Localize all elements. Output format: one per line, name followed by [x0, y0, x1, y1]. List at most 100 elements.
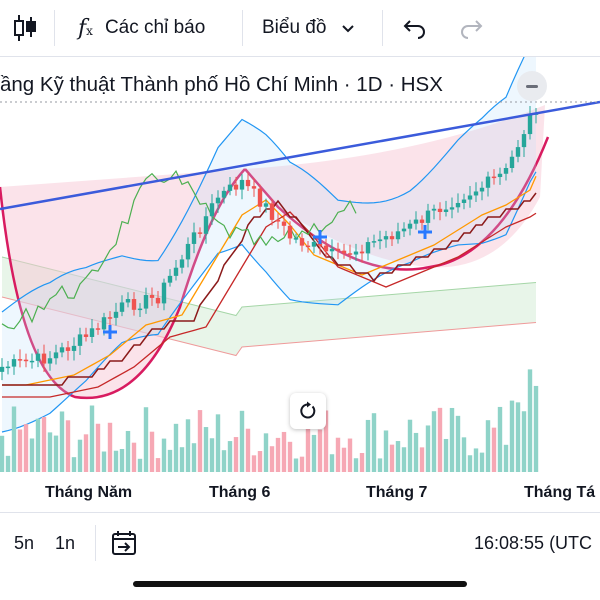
volume-bar — [353, 458, 359, 472]
candle-body — [233, 184, 239, 190]
volume-bar — [155, 458, 161, 472]
candle-body — [209, 203, 215, 217]
volume-bar — [341, 447, 347, 472]
candle-body — [173, 267, 179, 276]
indicators-label: Các chỉ báo — [104, 17, 206, 38]
indicators-button[interactable]: fx Các chỉ báo — [78, 0, 205, 56]
resistance-trendline — [0, 100, 600, 211]
volume-bar — [533, 385, 539, 472]
candle-body — [95, 328, 101, 330]
candle-body — [125, 299, 131, 303]
candle-body — [89, 328, 95, 337]
candle-body — [341, 250, 347, 254]
volume-bar — [167, 449, 173, 472]
candlestick-icon[interactable] — [12, 0, 38, 56]
candle-body — [515, 147, 521, 157]
candle-body — [329, 248, 335, 252]
volume-bar — [209, 438, 215, 472]
top-toolbar: fx Các chỉ báo Biểu đồ — [0, 0, 600, 57]
candle-body — [467, 195, 473, 200]
candle-body — [293, 238, 299, 240]
candle-body — [413, 219, 419, 224]
candle-body — [185, 243, 191, 260]
volume-bar — [263, 433, 269, 472]
candle-body — [461, 199, 467, 203]
candle-body — [29, 360, 35, 363]
volume-bar — [407, 419, 413, 472]
candle-body — [47, 358, 53, 364]
candle-body — [17, 359, 23, 361]
collapse-legend-button[interactable] — [517, 71, 547, 101]
toolbar-divider — [242, 10, 243, 46]
volume-bar — [107, 422, 113, 472]
candle-body — [377, 239, 383, 242]
volume-bar — [413, 432, 419, 472]
volume-bar — [0, 435, 5, 472]
volume-bar — [467, 455, 473, 472]
candle-body — [389, 236, 395, 240]
candle-body — [35, 353, 41, 361]
volume-bar — [389, 444, 395, 472]
candle-body — [371, 241, 377, 243]
volume-bar — [131, 442, 137, 472]
volume-bar — [347, 438, 353, 472]
volume-bar — [287, 441, 293, 472]
undo-icon — [403, 20, 425, 39]
candle-body — [131, 299, 137, 310]
volume-bar — [437, 407, 443, 472]
volume-bar — [29, 438, 35, 472]
volume-bar — [371, 413, 377, 472]
candle-body — [71, 345, 77, 351]
candle-body — [83, 334, 89, 337]
volume-bar — [95, 423, 101, 472]
volume-bar — [461, 437, 467, 472]
go-to-date-button[interactable] — [110, 529, 138, 562]
candle-body — [0, 366, 5, 372]
volume-bar — [113, 450, 119, 472]
range-5d-button[interactable]: 5n — [14, 533, 35, 553]
candle-body — [113, 311, 119, 318]
candle-body — [335, 248, 341, 251]
volume-bar — [77, 439, 83, 472]
range-1m-button[interactable]: 1n — [55, 533, 76, 553]
candle-body — [425, 210, 431, 223]
volume-bar — [125, 430, 131, 472]
volume-bar — [497, 406, 503, 472]
undo-button[interactable] — [402, 0, 428, 56]
volume-bar — [143, 407, 149, 472]
signal-cross-marker — [103, 325, 117, 339]
chart-area[interactable]: ầng Kỹ thuật Thành phố Hồ Chí Minh · 1D … — [0, 57, 600, 512]
volume-bar — [233, 437, 239, 472]
volume-bar — [5, 455, 11, 472]
reset-chart-button[interactable] — [290, 393, 326, 429]
month-label: Tháng 6 — [209, 484, 271, 501]
redo-button[interactable] — [458, 0, 484, 56]
candle-body — [101, 317, 107, 330]
volume-bar — [71, 457, 77, 472]
redo-icon — [461, 20, 483, 39]
clock-timezone[interactable]: 16:08:55 (UTC — [474, 533, 593, 553]
ema-fast-line — [2, 175, 537, 386]
price-chart[interactable] — [0, 57, 600, 472]
candle-body — [437, 208, 443, 212]
candle-body — [365, 242, 371, 254]
volume-bar — [275, 437, 281, 472]
volume-bar — [305, 419, 311, 472]
candle-body — [431, 208, 437, 211]
volume-bar — [419, 447, 425, 472]
candle-body — [263, 203, 269, 207]
volume-bar — [473, 448, 479, 472]
candle-body — [401, 228, 407, 232]
volume-bar — [41, 416, 47, 472]
bollinger-upper — [1, 57, 525, 313]
volume-bar — [527, 369, 533, 472]
candle-body — [347, 253, 353, 255]
chart-type-button[interactable]: Biểu đồ — [262, 0, 356, 56]
volume-bar — [299, 456, 305, 472]
candle-body — [485, 176, 491, 188]
home-indicator — [133, 581, 467, 587]
volume-bar — [395, 441, 401, 472]
volume-bar — [509, 400, 515, 472]
candle-body — [395, 231, 401, 240]
candle-body — [107, 317, 113, 319]
